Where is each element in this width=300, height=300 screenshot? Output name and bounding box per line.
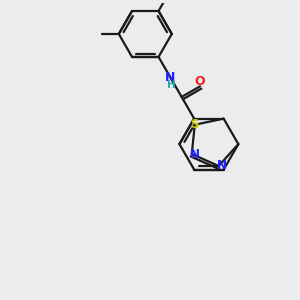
Text: H: H [167, 80, 176, 90]
Text: N: N [190, 148, 200, 160]
Text: S: S [190, 118, 199, 131]
Text: N: N [217, 160, 227, 172]
Text: N: N [165, 71, 176, 85]
Text: O: O [195, 74, 205, 88]
